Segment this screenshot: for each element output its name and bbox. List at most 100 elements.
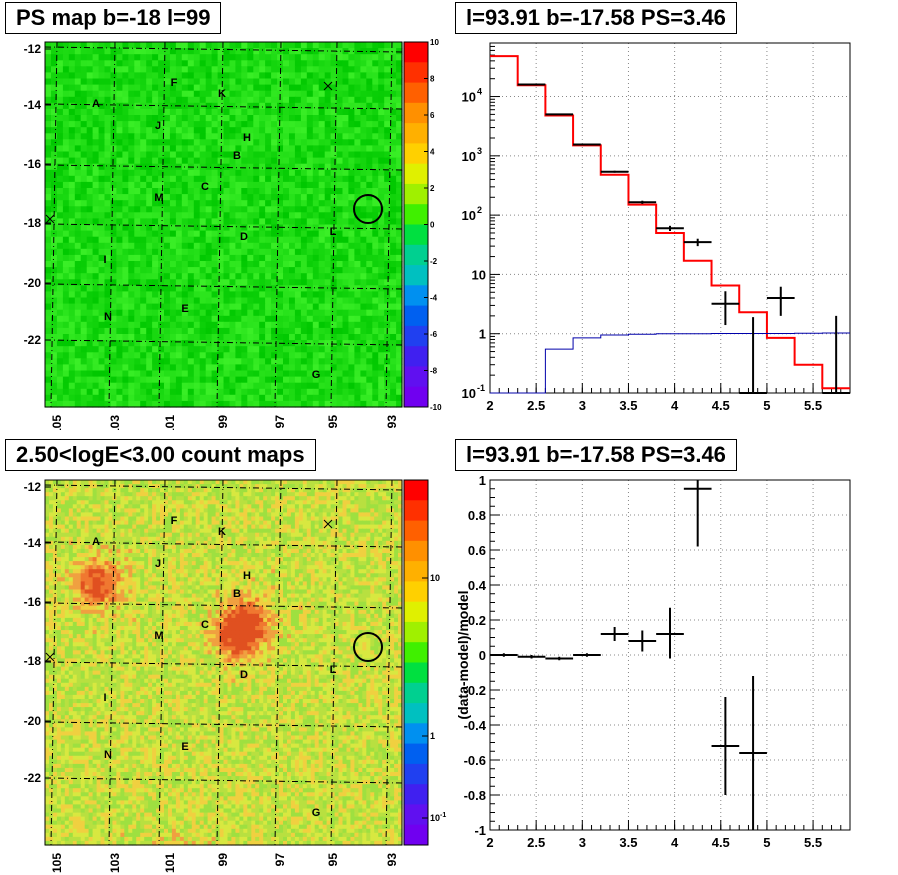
- map-pixel: [171, 488, 177, 493]
- map-pixel: [199, 504, 205, 509]
- map-pixel: [231, 488, 236, 493]
- map-pixel: [289, 370, 296, 378]
- map-pixel: [122, 352, 129, 359]
- map-pixel: [215, 496, 221, 501]
- map-pixel: [223, 175, 230, 183]
- map-pixel: [207, 528, 213, 534]
- map-pixel: [259, 388, 266, 396]
- map-pixel: [181, 340, 189, 347]
- map-pixel: [322, 484, 328, 489]
- map-pixel: [322, 496, 328, 501]
- map-pixel: [239, 516, 244, 522]
- map-pixel: [152, 96, 159, 104]
- map-pixel: [84, 504, 90, 509]
- map-pixel: [152, 508, 157, 514]
- map-pixel: [255, 512, 260, 518]
- map-pixel: [152, 376, 159, 384]
- map-pixel: [247, 218, 254, 226]
- map-pixel: [207, 480, 213, 485]
- x-tick-label: 5.5: [804, 398, 822, 413]
- map-pixel: [259, 224, 266, 232]
- map-pixel: [122, 285, 129, 292]
- map-pixel: [372, 297, 379, 305]
- map-pixel: [211, 236, 219, 244]
- map-pixel: [205, 72, 213, 80]
- map-pixel: [140, 516, 145, 522]
- map-pixel: [211, 484, 217, 489]
- map-pixel: [80, 145, 88, 153]
- map-pixel: [289, 261, 296, 268]
- map-pixel: [306, 500, 312, 505]
- map-pixel: [96, 504, 102, 509]
- map-pixel: [318, 504, 324, 509]
- map-pixel: [294, 488, 300, 493]
- map-pixel: [271, 84, 278, 92]
- map-pixel: [229, 194, 236, 201]
- map-pixel: [128, 520, 133, 526]
- map-pixel: [181, 169, 189, 177]
- map-pixel: [191, 492, 197, 497]
- map-pixel: [318, 218, 326, 226]
- map-pixel: [187, 273, 195, 280]
- map-pixel: [384, 267, 391, 274]
- map-pixel: [342, 358, 349, 365]
- map-pixel: [259, 520, 264, 526]
- map-pixel: [378, 334, 385, 341]
- map-pixel: [158, 218, 165, 226]
- map-pixel: [122, 42, 129, 49]
- map-pixel: [271, 488, 276, 493]
- map-pixel: [51, 157, 58, 165]
- map-pixel: [396, 72, 403, 80]
- map-pixel: [263, 504, 268, 509]
- map-pixel: [45, 54, 52, 61]
- map-pixel: [98, 315, 106, 323]
- ps-map-title: PS map b=-18 l=99: [5, 2, 222, 34]
- map-pixel: [259, 484, 264, 489]
- map-pixel: [390, 163, 397, 171]
- map-pixel: [259, 303, 266, 311]
- map-pixel: [175, 54, 183, 61]
- map-pixel: [164, 72, 171, 80]
- x-tick-label: 2.5: [527, 398, 545, 413]
- x-tick-label: 3.5: [619, 398, 637, 413]
- map-pixel: [168, 516, 173, 522]
- map-pixel: [324, 309, 332, 317]
- map-pixel: [290, 516, 296, 522]
- map-pixel: [92, 230, 100, 238]
- map-pixel: [283, 315, 290, 323]
- map-pixel: [342, 163, 349, 171]
- map-pixel: [146, 370, 153, 378]
- map-pixel: [158, 352, 165, 359]
- map-pixel: [193, 285, 201, 292]
- map-pixel: [330, 508, 336, 514]
- map-pixel: [181, 267, 189, 274]
- map-pixel: [62, 352, 70, 359]
- map-pixel: [175, 370, 183, 378]
- map-pixel: [318, 352, 326, 359]
- map-pixel: [354, 346, 361, 353]
- map-pixel: [223, 315, 230, 323]
- map-pixel: [229, 96, 236, 104]
- map-pixel: [128, 60, 135, 67]
- colorbar-step: [404, 305, 428, 327]
- map-pixel: [247, 133, 254, 140]
- map-pixel: [199, 315, 207, 323]
- map-pixel: [378, 127, 385, 134]
- map-pixel: [390, 400, 397, 408]
- map-pixel: [92, 206, 100, 213]
- map-pixel: [384, 200, 391, 207]
- map-pixel: [215, 504, 221, 509]
- map-pixel: [128, 66, 135, 73]
- map-pixel: [120, 492, 125, 497]
- map-pixel: [74, 364, 82, 372]
- map-pixel: [175, 121, 183, 128]
- map-pixel: [378, 516, 383, 522]
- map-pixel: [122, 188, 129, 195]
- map-pixel: [74, 121, 82, 128]
- map-pixel: [354, 139, 361, 146]
- map-pixel: [306, 194, 314, 201]
- map-pixel: [330, 127, 338, 134]
- map-pixel: [253, 169, 260, 177]
- map-pixel: [158, 279, 165, 286]
- map-pixel: [92, 279, 100, 286]
